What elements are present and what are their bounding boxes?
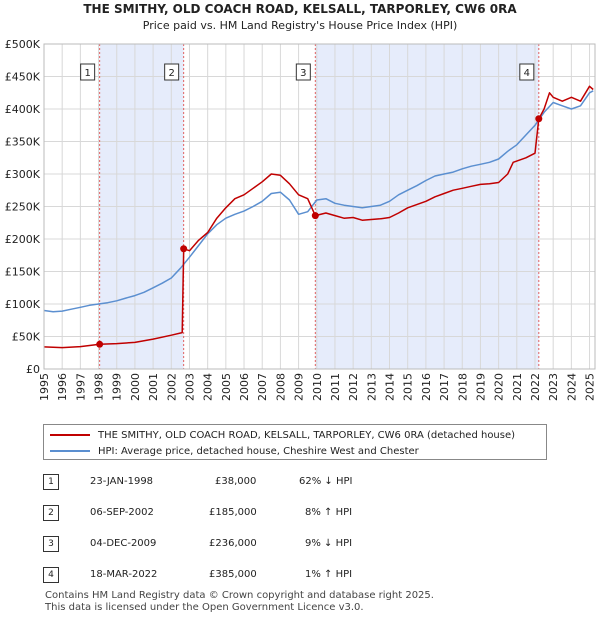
transaction-date: 18-MAR-2022 xyxy=(90,569,158,580)
transaction-price: £385,000 xyxy=(209,569,257,580)
table-row: 2 06-SEP-2002 £185,000 8% ↑ HPI xyxy=(43,504,463,522)
sale-point xyxy=(311,212,319,220)
sale-label-box xyxy=(519,63,535,81)
y-tick-label: £400K xyxy=(5,103,41,116)
y-tick-label: £0 xyxy=(26,363,40,376)
x-tick-label: 2017 xyxy=(438,373,451,401)
chart-title: THE SMITHY, OLD COACH ROAD, KELSALL, TAR… xyxy=(83,2,517,16)
x-tick-label: 2003 xyxy=(183,373,196,401)
y-tick-label: £500K xyxy=(5,38,41,51)
x-tick-label: 1996 xyxy=(56,373,69,401)
x-tick-label: 2023 xyxy=(547,373,560,401)
chart-subtitle: Price paid vs. HM Land Registry's House … xyxy=(142,19,458,32)
x-tick-label: 2005 xyxy=(220,373,233,401)
legend-swatch-property xyxy=(50,434,90,436)
table-row: 3 04-DEC-2009 £236,000 9% ↓ HPI xyxy=(43,535,463,553)
y-tick-label: £200K xyxy=(5,233,41,246)
transaction-date: 23-JAN-1998 xyxy=(90,476,154,487)
hpi-line xyxy=(43,90,594,313)
x-tick-label: 2022 xyxy=(529,373,542,401)
footer-licence: This data is licensed under the Open Gov… xyxy=(45,602,364,613)
transaction-price: £236,000 xyxy=(209,538,257,549)
sale-point xyxy=(535,115,543,123)
x-tick-label: 2000 xyxy=(129,373,142,401)
x-tick-label: 2024 xyxy=(565,373,578,401)
transaction-date: 04-DEC-2009 xyxy=(90,538,157,549)
legend-label-hpi: HPI: Average price, detached house, Ches… xyxy=(98,445,419,457)
transaction-hpi: 62% ↓ HPI xyxy=(299,476,353,487)
sale-point xyxy=(96,340,104,348)
x-tick-label: 1997 xyxy=(74,373,87,401)
y-tick-label: £300K xyxy=(5,168,41,181)
x-tick-label: 2006 xyxy=(238,373,251,401)
transaction-marker: 4 xyxy=(43,567,59,583)
x-tick-label: 2014 xyxy=(384,373,397,401)
x-tick-label: 2009 xyxy=(293,373,306,401)
sale-label: 2 xyxy=(168,68,174,79)
legend: THE SMITHY, OLD COACH ROAD, KELSALL, TAR… xyxy=(43,424,547,460)
x-tick-label: 2025 xyxy=(584,373,597,401)
table-row: 4 18-MAR-2022 £385,000 1% ↑ HPI xyxy=(43,566,463,584)
legend-label-property: THE SMITHY, OLD COACH ROAD, KELSALL, TAR… xyxy=(98,429,516,441)
x-tick-label: 2008 xyxy=(274,373,287,401)
x-tick-label: 2016 xyxy=(420,373,433,401)
x-tick-label: 2013 xyxy=(365,373,378,401)
sale-label: 3 xyxy=(300,68,306,79)
x-tick-label: 1999 xyxy=(111,373,124,401)
transaction-marker: 2 xyxy=(43,505,59,521)
legend-item-hpi: HPI: Average price, detached house, Ches… xyxy=(50,444,419,458)
x-tick-label: 2020 xyxy=(493,373,506,401)
transaction-marker: 3 xyxy=(43,536,59,552)
x-tick-label: 2001 xyxy=(147,373,160,401)
price-chart: £0 £50K £100K £150K £200K £250K £300K £350K £400… xyxy=(5,38,597,401)
transaction-hpi: 8% ↑ HPI xyxy=(305,507,353,518)
transaction-price: £38,000 xyxy=(215,476,257,487)
sale-label-box xyxy=(80,63,96,81)
table-row: 1 23-JAN-1998 £38,000 62% ↓ HPI xyxy=(43,473,463,491)
x-tick-label: 2007 xyxy=(256,373,269,401)
sale-label: 4 xyxy=(524,68,530,79)
x-tick-label: 2021 xyxy=(511,373,524,401)
y-tick-label: £450K xyxy=(5,71,41,84)
sale-label-box xyxy=(164,63,180,81)
sale-point xyxy=(180,245,188,253)
y-tick-label: £350K xyxy=(5,136,41,149)
x-tick-label: 1995 xyxy=(38,373,51,401)
sale-label-box xyxy=(295,63,311,81)
x-tick-label: 2019 xyxy=(474,373,487,401)
x-tick-label: 2018 xyxy=(456,373,469,401)
sale-label: 1 xyxy=(84,68,90,79)
x-tick-label: 2011 xyxy=(329,373,342,401)
transaction-marker: 1 xyxy=(43,474,59,490)
plot-border xyxy=(43,43,596,370)
y-tick-label: £50K xyxy=(12,331,41,344)
x-tick-label: 2002 xyxy=(165,373,178,401)
legend-item-property: THE SMITHY, OLD COACH ROAD, KELSALL, TAR… xyxy=(50,428,515,442)
x-tick-label: 2004 xyxy=(202,373,215,401)
transaction-price: £185,000 xyxy=(209,507,257,518)
transaction-hpi: 9% ↓ HPI xyxy=(305,538,353,549)
y-tick-label: £250K xyxy=(5,201,41,214)
footer-copyright: Contains HM Land Registry data © Crown c… xyxy=(45,590,434,601)
x-tick-label: 1998 xyxy=(93,373,106,401)
y-tick-label: £150K xyxy=(5,266,41,279)
transaction-hpi: 1% ↑ HPI xyxy=(305,569,353,580)
x-tick-label: 2015 xyxy=(402,373,415,401)
transaction-date: 06-SEP-2002 xyxy=(90,507,154,518)
x-tick-label: 2010 xyxy=(311,373,324,401)
x-tick-label: 2012 xyxy=(347,373,360,401)
y-tick-label: £100K xyxy=(5,298,41,311)
legend-swatch-hpi xyxy=(50,450,90,452)
